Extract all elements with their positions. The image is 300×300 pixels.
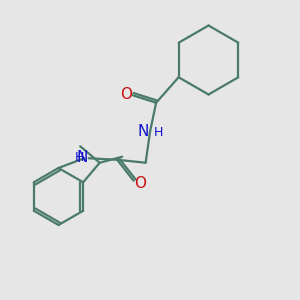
Text: N: N	[76, 150, 88, 165]
Text: H: H	[154, 126, 163, 139]
Text: N: N	[137, 124, 148, 139]
Text: H: H	[75, 151, 84, 164]
Text: O: O	[120, 87, 132, 102]
Text: O: O	[134, 176, 146, 190]
